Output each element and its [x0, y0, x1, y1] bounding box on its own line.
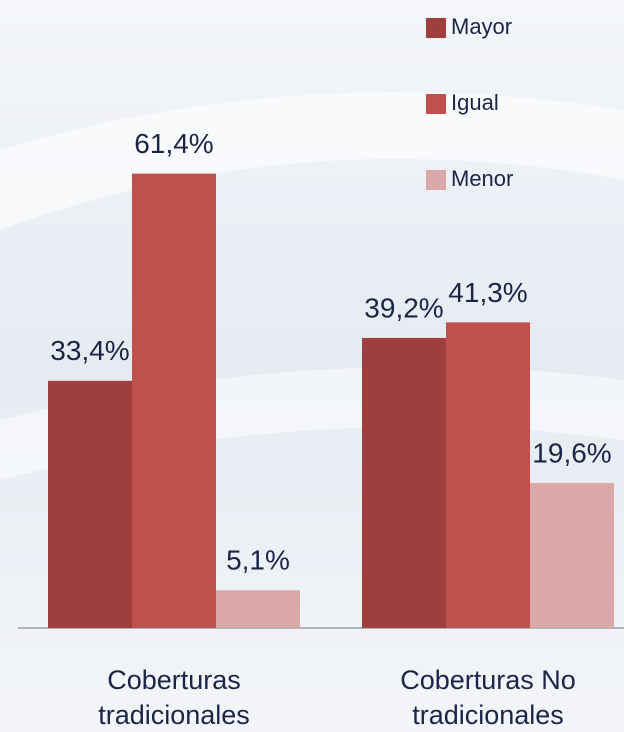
- x-tick-label: tradicionales: [412, 700, 564, 730]
- bar: [362, 337, 446, 628]
- x-tick-label: tradicionales: [98, 700, 250, 730]
- data-label: 41,3%: [448, 277, 527, 308]
- legend-swatch: [426, 94, 446, 114]
- legend-swatch: [426, 170, 446, 190]
- legend-swatch: [426, 18, 446, 38]
- data-label: 33,4%: [50, 335, 129, 366]
- bar: [446, 322, 530, 628]
- legend-label: Igual: [451, 90, 499, 115]
- bar: [132, 173, 216, 628]
- legend-label: Mayor: [451, 14, 512, 39]
- data-label: 39,2%: [364, 292, 443, 323]
- x-tick-label: Coberturas: [107, 665, 241, 695]
- bar: [48, 380, 132, 628]
- legend-label: Menor: [451, 166, 513, 191]
- data-label: 61,4%: [134, 128, 213, 159]
- data-label: 5,1%: [226, 545, 290, 576]
- data-label: 19,6%: [532, 437, 611, 468]
- bar: [216, 590, 300, 628]
- x-tick-label: Coberturas No: [400, 665, 576, 695]
- background-swoosh: [0, 92, 624, 230]
- bar: [530, 482, 614, 628]
